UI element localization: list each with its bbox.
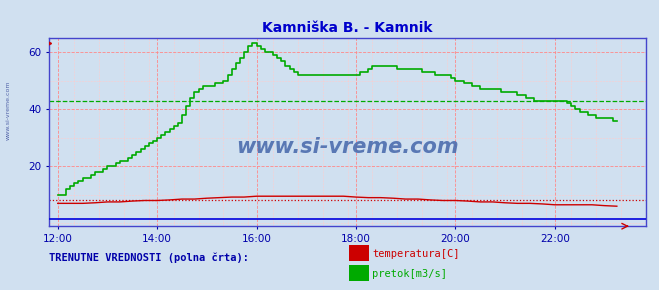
Text: temperatura[C]: temperatura[C] (372, 249, 460, 259)
Text: www.si-vreme.com: www.si-vreme.com (5, 80, 11, 140)
Title: Kamniška B. - Kamnik: Kamniška B. - Kamnik (262, 21, 433, 35)
Text: TRENUTNE VREDNOSTI (polna črta):: TRENUTNE VREDNOSTI (polna črta): (49, 252, 249, 263)
Text: pretok[m3/s]: pretok[m3/s] (372, 269, 447, 279)
Text: www.si-vreme.com: www.si-vreme.com (237, 137, 459, 157)
